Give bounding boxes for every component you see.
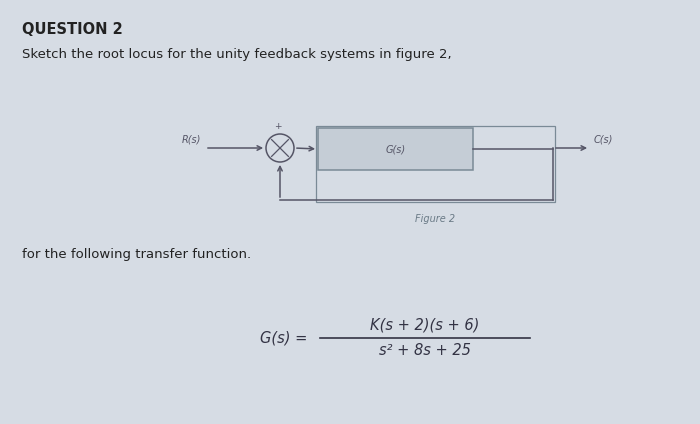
Text: G(s) =: G(s) = [260, 330, 312, 346]
Text: QUESTION 2: QUESTION 2 [22, 22, 122, 37]
Text: s² + 8s + 25: s² + 8s + 25 [379, 343, 471, 358]
Text: K(s + 2)(s + 6): K(s + 2)(s + 6) [370, 318, 480, 333]
Text: C(s): C(s) [594, 135, 613, 145]
Text: +: + [274, 122, 281, 131]
Text: Sketch the root locus for the unity feedback systems in figure 2,: Sketch the root locus for the unity feed… [22, 48, 452, 61]
Text: Figure 2: Figure 2 [415, 214, 456, 224]
FancyBboxPatch shape [318, 128, 473, 170]
Text: for the following transfer function.: for the following transfer function. [22, 248, 251, 261]
Text: R(s): R(s) [181, 135, 201, 145]
Text: G(s): G(s) [386, 144, 405, 154]
